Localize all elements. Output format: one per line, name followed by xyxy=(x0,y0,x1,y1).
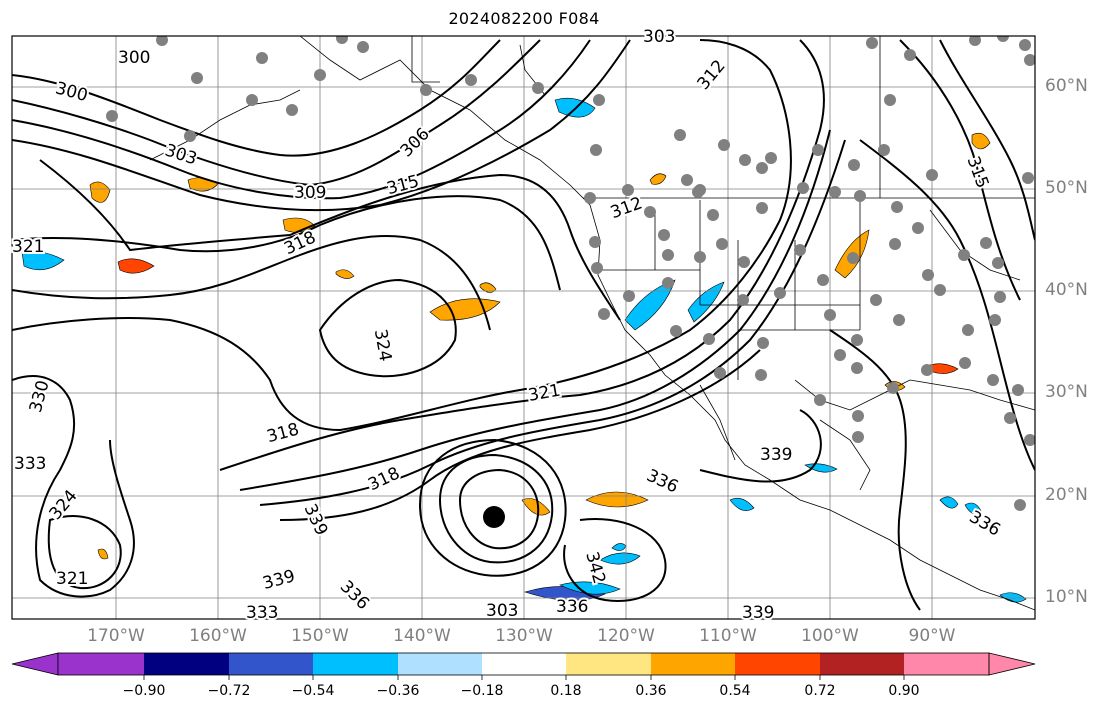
contour-label: 303 xyxy=(486,601,518,621)
station-dots xyxy=(106,36,1035,511)
lat-label: 50°N xyxy=(1045,178,1088,198)
lon-label: 130°W xyxy=(495,626,553,646)
colorbar-tick-label: 0.36 xyxy=(635,683,667,699)
contour-lines xyxy=(12,39,1035,611)
contour-label: 303 xyxy=(643,27,675,47)
colorbar-segment xyxy=(820,653,904,675)
lon-label: 160°W xyxy=(189,626,247,646)
contour-label: 300 xyxy=(118,48,150,68)
low-center-marker xyxy=(483,506,505,528)
contour-label: 333 xyxy=(14,454,46,474)
lat-label: 60°N xyxy=(1045,76,1088,96)
colorbar-extend-low xyxy=(11,652,59,676)
colorbar-segment xyxy=(566,653,651,675)
shaded-regions xyxy=(21,97,1027,603)
contour-label: 333 xyxy=(246,603,278,623)
contour-label: 339 xyxy=(760,445,792,465)
contour-label: 336 xyxy=(556,597,588,617)
contour-label-group: 300 300 303 306 309 312 315 318 321 324 … xyxy=(10,25,1006,625)
graticule xyxy=(12,36,1035,619)
colorbar-extend-high xyxy=(988,652,1036,676)
colorbar-segment xyxy=(482,653,566,675)
lat-label: 10°N xyxy=(1045,587,1088,607)
lon-label: 110°W xyxy=(699,626,757,646)
lon-label: 100°W xyxy=(801,626,859,646)
colorbar-tick-label: −0.18 xyxy=(460,683,504,699)
map-background xyxy=(12,36,1035,619)
lat-label: 40°N xyxy=(1045,280,1088,300)
map-frame xyxy=(11,35,1036,620)
colorbar-segment xyxy=(58,653,144,675)
contour-label: 321 xyxy=(12,237,44,257)
lon-label: 90°W xyxy=(908,626,956,646)
contour-label: 309 xyxy=(294,183,326,203)
colorbar-tick-label: −0.72 xyxy=(207,683,251,699)
colorbar-ticks xyxy=(143,675,905,680)
colorbar-segment xyxy=(651,653,735,675)
contour-label: 321 xyxy=(56,569,88,589)
colorbar-segment xyxy=(313,653,398,675)
lon-label: 150°W xyxy=(291,626,349,646)
lon-label: 170°W xyxy=(87,626,145,646)
lat-label: 30°N xyxy=(1045,382,1088,402)
colorbar-tick-label: 0.72 xyxy=(804,683,836,699)
colorbar-segment xyxy=(904,653,989,675)
colorbar-tick-label: −0.36 xyxy=(376,683,420,699)
colorbar-segment xyxy=(144,653,229,675)
lon-label: 120°W xyxy=(597,626,655,646)
colorbar-segment xyxy=(229,653,313,675)
colorbar-tick-label: −0.54 xyxy=(291,683,335,699)
contour-label: 339 xyxy=(742,603,774,623)
colorbar-frame xyxy=(57,652,990,676)
lon-label: 140°W xyxy=(393,626,451,646)
colorbar-tick-label: −0.90 xyxy=(122,683,166,699)
colorbar-segment xyxy=(735,653,820,675)
colorbar-tick-label: 0.90 xyxy=(888,683,920,699)
colorbar-segment xyxy=(398,653,482,675)
colorbar-tick-label: 0.54 xyxy=(719,683,751,699)
lat-label: 20°N xyxy=(1045,485,1088,505)
chart-title: 2024082200 F084 xyxy=(448,9,600,28)
colorbar-tick-label: 0.18 xyxy=(550,683,582,699)
